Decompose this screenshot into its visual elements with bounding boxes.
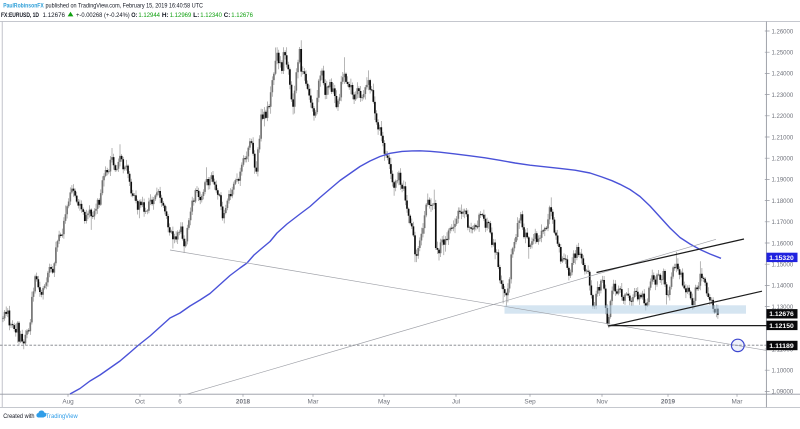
svg-text:Sep: Sep [524,399,536,406]
svg-text:1.14000: 1.14000 [772,283,794,290]
svg-text:2019: 2019 [661,399,676,406]
svg-text:1.13000: 1.13000 [772,304,794,311]
svg-text:1.17000: 1.17000 [772,219,794,226]
svg-text:1.12944: 1.12944 [138,12,160,19]
svg-text:1.12676: 1.12676 [43,12,66,19]
svg-text:Mar: Mar [731,399,743,406]
svg-text:C:: C: [224,12,231,19]
svg-text:1.15320: 1.15320 [769,255,794,262]
svg-text:1.11189: 1.11189 [769,343,794,350]
svg-text:1.22000: 1.22000 [772,113,794,120]
svg-text:Created with: Created with [3,413,35,420]
svg-text:Nov: Nov [596,399,608,406]
svg-text:1.24000: 1.24000 [772,71,794,78]
svg-text:1.09000: 1.09000 [772,389,794,396]
svg-text:1.12150: 1.12150 [769,323,794,330]
svg-text:1.21000: 1.21000 [772,134,794,141]
svg-text:1.12676: 1.12676 [769,311,794,318]
svg-text:Oct: Oct [135,399,145,406]
svg-text:1.25000: 1.25000 [772,50,794,57]
svg-text:1.10000: 1.10000 [772,368,794,375]
svg-text:1.18000: 1.18000 [772,198,794,205]
svg-text:1.12340: 1.12340 [200,12,222,19]
svg-text:FX:EURUSD, 1D: FX:EURUSD, 1D [1,12,39,19]
svg-text:1.12676: 1.12676 [231,12,253,19]
svg-text:1.23000: 1.23000 [772,92,794,99]
svg-text:6: 6 [178,399,182,406]
svg-text:O:: O: [131,12,137,19]
svg-text:Mar: Mar [307,399,319,406]
svg-text:1.15000: 1.15000 [772,262,794,269]
svg-text:Aug: Aug [62,399,74,406]
svg-text:2018: 2018 [236,399,251,406]
svg-text:1.12969: 1.12969 [170,12,192,19]
svg-text:published on TradingView.com,: published on TradingView.com, February 1… [46,2,204,9]
svg-text:1.26000: 1.26000 [772,28,794,35]
svg-text:L:: L: [193,12,199,19]
svg-text:H:: H: [162,12,169,19]
svg-text:1.20000: 1.20000 [772,156,794,163]
svg-text:May: May [378,399,391,406]
svg-text:PaulRobinsonFX: PaulRobinsonFX [3,2,44,9]
svg-text:1.16000: 1.16000 [772,240,794,247]
svg-text:Jul: Jul [452,399,460,406]
svg-text:+-0.00268 (+-0.24%): +-0.00268 (+-0.24%) [76,12,130,19]
svg-text:1.19000: 1.19000 [772,177,794,184]
svg-text:TradingView: TradingView [46,413,78,420]
